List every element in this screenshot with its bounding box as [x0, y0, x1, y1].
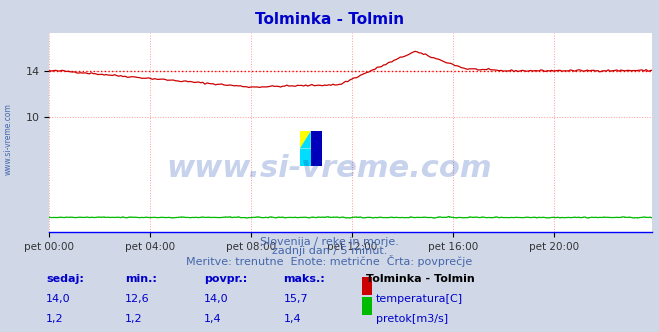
Polygon shape	[311, 131, 322, 166]
Polygon shape	[300, 148, 311, 166]
Text: 12,6: 12,6	[125, 294, 150, 304]
Text: 1,2: 1,2	[46, 314, 64, 324]
Text: 1,4: 1,4	[283, 314, 301, 324]
Text: Tolminka - Tolmin: Tolminka - Tolmin	[255, 12, 404, 27]
Text: sedaj:: sedaj:	[46, 274, 84, 284]
Text: Meritve: trenutne  Enote: metrične  Črta: povprečje: Meritve: trenutne Enote: metrične Črta: …	[186, 255, 473, 267]
Text: Slovenija / reke in morje.: Slovenija / reke in morje.	[260, 237, 399, 247]
Text: 1,4: 1,4	[204, 314, 222, 324]
Text: pretok[m3/s]: pretok[m3/s]	[376, 314, 447, 324]
Text: povpr.:: povpr.:	[204, 274, 248, 284]
Text: maks.:: maks.:	[283, 274, 325, 284]
Polygon shape	[300, 131, 311, 148]
Text: 15,7: 15,7	[283, 294, 308, 304]
Text: temperatura[C]: temperatura[C]	[376, 294, 463, 304]
Text: min.:: min.:	[125, 274, 157, 284]
Text: www.si-vreme.com: www.si-vreme.com	[167, 154, 492, 183]
Text: 1,2: 1,2	[125, 314, 143, 324]
Text: 14,0: 14,0	[204, 294, 229, 304]
Text: zadnji dan / 5 minut.: zadnji dan / 5 minut.	[272, 246, 387, 256]
Text: 14,0: 14,0	[46, 294, 71, 304]
Text: www.si-vreme.com: www.si-vreme.com	[3, 104, 13, 175]
Text: Tolminka - Tolmin: Tolminka - Tolmin	[366, 274, 474, 284]
Polygon shape	[300, 131, 311, 148]
